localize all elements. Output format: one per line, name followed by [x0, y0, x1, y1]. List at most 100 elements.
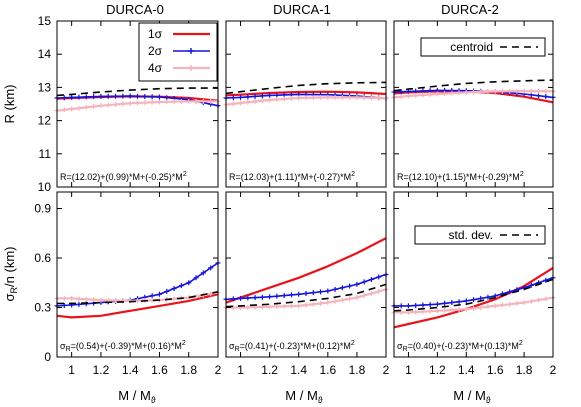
data-point [354, 281, 360, 287]
data-point [303, 302, 309, 308]
data-point [434, 308, 440, 314]
series-line-centroid [56, 87, 218, 97]
data-point [156, 291, 162, 297]
data-point [456, 90, 462, 96]
plot-frame [393, 191, 554, 358]
data-point [127, 93, 133, 99]
x-tick-label: 1.8 [180, 363, 197, 377]
data-point [318, 95, 324, 101]
data-point [245, 99, 251, 105]
fit-formula-text: =(0.54)+(-0.39)*M+(0.16)*M [71, 341, 182, 351]
data-point [98, 297, 104, 303]
data-point [543, 277, 549, 283]
fit-formula-sub: R [66, 346, 71, 353]
centroid-legend-box [420, 37, 546, 57]
data-point [69, 94, 75, 100]
data-point [193, 98, 199, 104]
data-point [413, 309, 419, 315]
data-point [354, 94, 360, 100]
data-point [91, 297, 97, 303]
data-point [463, 89, 469, 95]
data-point [318, 289, 324, 295]
x-axis-label-sub: ϑ [486, 395, 491, 405]
x-tick-label: 2 [215, 363, 222, 377]
x-tick-label: 1.8 [516, 363, 533, 377]
data-point [376, 274, 382, 280]
data-point [76, 296, 82, 302]
x-tick-label: 1.4 [290, 363, 307, 377]
data-point [267, 97, 273, 103]
data-point [105, 93, 111, 99]
data-point [296, 303, 302, 309]
data-point [449, 307, 455, 313]
data-point [361, 279, 367, 285]
fit-formula-exponent: 2 [520, 171, 524, 178]
data-point [361, 293, 367, 299]
data-point [332, 286, 338, 292]
fit-formula-symbol: σ [60, 341, 66, 351]
series-line-centroid [393, 79, 554, 92]
data-point [361, 95, 367, 101]
legend-label-4sigma: 4σ [148, 61, 163, 75]
data-point [463, 298, 469, 304]
data-point [186, 98, 192, 104]
data-point [398, 94, 404, 100]
x-tick-label: 2 [550, 363, 557, 377]
data-point [61, 95, 67, 101]
data-point [186, 280, 192, 286]
fit-formula-text: R=(12.03)+(1.11)*M+(-0.27)*M [229, 172, 351, 182]
data-point [230, 296, 236, 302]
data-point [61, 107, 67, 113]
y-axis-label-sigma-rest: /n (km) [2, 247, 17, 287]
data-point [267, 92, 273, 98]
data-point [449, 300, 455, 306]
data-point [120, 101, 126, 107]
fit-formula-exponent: 2 [351, 171, 355, 178]
panel-durca-0-sigma: 1 1.2 1.4 1.6 1.8 2 0 0.3 0.6 0.9 σR=(0.54)+(-0.39… [34, 191, 222, 377]
data-point [536, 88, 542, 94]
data-point [347, 94, 353, 100]
series-line-std-dev- [57, 291, 219, 305]
x-axis-label-durca-2: M / Mϑ [453, 388, 491, 405]
data-point [259, 98, 265, 104]
data-point [471, 305, 476, 311]
data-point [245, 295, 251, 301]
data-point [413, 88, 419, 94]
data-point [543, 88, 549, 94]
data-point [113, 93, 119, 99]
data-point [171, 99, 177, 105]
data-point [69, 295, 75, 301]
data-point [296, 95, 302, 101]
fit-formula-exponent: 2 [183, 171, 187, 178]
data-point [499, 88, 505, 94]
data-point [471, 89, 476, 95]
fit-formula-sigma: σR=(0.40)+(-0.23)*M+(0.13)*M2 [397, 340, 523, 353]
fit-formula-symbol: σ [397, 341, 403, 351]
data-point [252, 295, 258, 301]
plot-frame [56, 20, 219, 188]
y-tick-label: 13 [38, 80, 52, 94]
x-axis-label-durca-0: M / Mϑ [118, 388, 156, 405]
data-point [485, 304, 491, 310]
data-point [105, 102, 111, 108]
fit-formula-exponent: 2 [519, 340, 523, 347]
y-tick-label: 0.3 [34, 301, 51, 315]
stddev-legend-label: std. dev. [449, 228, 493, 242]
fit-formula-sub: R [235, 346, 240, 353]
y-axis-label-sigma-sub: R [9, 286, 19, 293]
y-tick-label: 0.9 [34, 202, 51, 216]
data-point [499, 302, 505, 308]
fit-formula-r: R=(12.03)+(1.11)*M+(-0.27)*M2 [229, 171, 355, 182]
data-point [230, 305, 236, 310]
x-tick-label: 2 [383, 363, 390, 377]
centroid-legend: centroid [420, 37, 546, 57]
data-point [310, 301, 316, 307]
panel-durca-2-sigma: 1 1.2 1.4 1.6 1.8 2σR=(0.40)+(-0.23)*M+(0.13)… [391, 191, 557, 377]
series-line-centroid [225, 81, 387, 95]
fit-formula-sigma: σR=(0.41)+(-0.23)*M+(0.12)*M2 [229, 340, 355, 353]
data-point [413, 93, 419, 99]
data-point [98, 93, 104, 99]
data-point [318, 300, 324, 306]
panels: 101112131415R=(12.02)+(0.99)*M+(-0.25)*M… [34, 14, 556, 377]
x-tick-label: 1.4 [122, 363, 139, 377]
